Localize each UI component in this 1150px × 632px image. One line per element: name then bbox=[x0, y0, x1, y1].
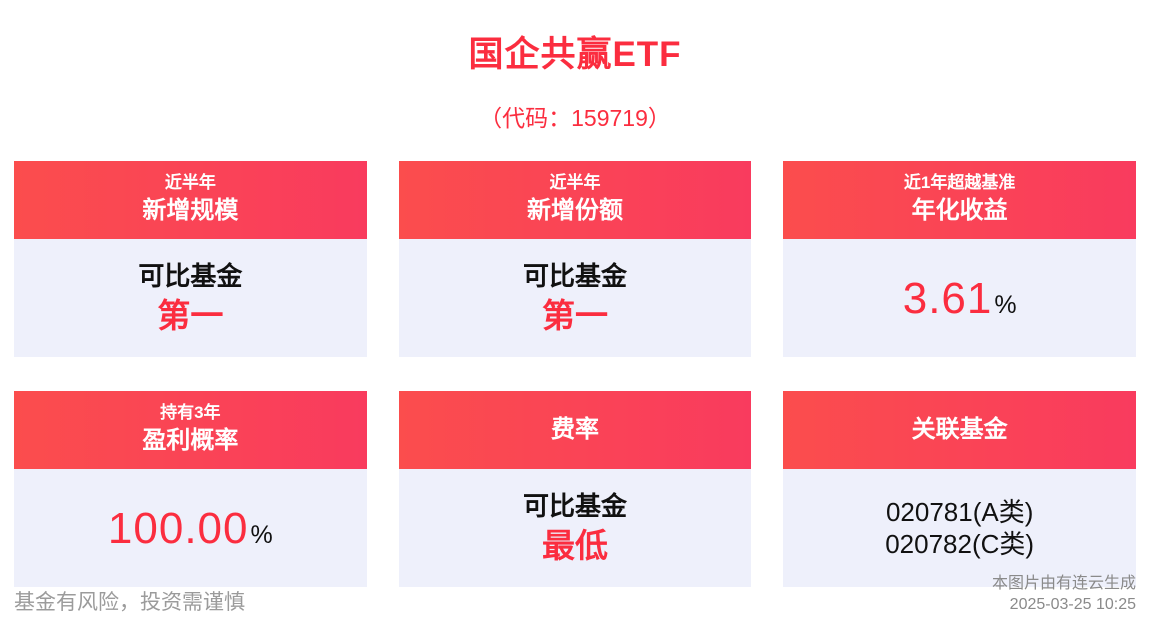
card-new-shares: 近半年 新增份额 可比基金 第一 bbox=[398, 161, 752, 357]
card-header-line1: 持有3年 bbox=[160, 403, 221, 423]
card-header-line2: 盈利概率 bbox=[142, 427, 239, 455]
probability-number: 100.00 bbox=[107, 503, 249, 553]
card-profit-probability-body: 100.00 % bbox=[14, 469, 367, 587]
card-header-title: 关联基金 bbox=[911, 415, 1008, 443]
card-header-line1: 近半年 bbox=[164, 173, 216, 193]
card-header-line2: 新增规模 bbox=[142, 197, 239, 225]
card-annualized-return-header: 近1年超越基准 年化收益 bbox=[783, 161, 1136, 239]
card-profit-probability: 持有3年 盈利概率 100.00 % bbox=[14, 391, 367, 587]
card-header-title: 费率 bbox=[550, 415, 599, 443]
card-profit-probability-header: 持有3年 盈利概率 bbox=[14, 391, 367, 469]
card-new-scale-body: 可比基金 第一 bbox=[14, 239, 367, 357]
card-new-scale: 近半年 新增规模 可比基金 第一 bbox=[14, 161, 367, 357]
generation-credit: 本图片由有连云生成 2025-03-25 10:25 bbox=[992, 574, 1136, 616]
card-annualized-return-body: 3.61 % bbox=[783, 239, 1136, 357]
card-related-funds-header: 关联基金 bbox=[783, 391, 1136, 469]
annualized-return-value: 3.61 % bbox=[903, 271, 1017, 326]
rank-first-text: 第一 bbox=[157, 296, 224, 334]
credit-timestamp: 2025-03-25 10:25 bbox=[1009, 596, 1136, 614]
card-new-shares-header: 近半年 新增份额 bbox=[398, 161, 752, 239]
card-header-line1: 近半年 bbox=[549, 173, 601, 193]
card-header-line1: 近1年超越基准 bbox=[903, 173, 1016, 193]
card-fee-rate-header: 费率 bbox=[398, 391, 752, 469]
related-fund-code-a: 020781(A类) bbox=[885, 496, 1034, 527]
fund-code: （代码：159719） bbox=[479, 105, 671, 131]
card-header-line2: 年化收益 bbox=[911, 197, 1008, 225]
comparable-fund-label: 可比基金 bbox=[522, 491, 627, 522]
return-number: 3.61 bbox=[902, 273, 993, 323]
stats-grid: 近半年 新增规模 可比基金 第一 近半年 新增份额 可比基金 第一 近1年超越基… bbox=[14, 161, 1136, 587]
card-related-funds-body: 020781(A类) 020782(C类) bbox=[783, 469, 1136, 587]
profit-probability-value: 100.00 % bbox=[108, 501, 273, 556]
card-fee-rate: 费率 可比基金 最低 bbox=[398, 391, 752, 587]
risk-disclaimer: 基金有风险，投资需谨慎 bbox=[14, 591, 245, 614]
card-annualized-return: 近1年超越基准 年化收益 3.61 % bbox=[783, 161, 1136, 357]
related-fund-code-c: 020782(C类) bbox=[885, 529, 1035, 559]
credit-source: 本图片由有连云生成 bbox=[991, 575, 1136, 593]
card-new-scale-header: 近半年 新增规模 bbox=[14, 161, 367, 239]
card-header-line2: 新增份额 bbox=[526, 197, 623, 225]
comparable-fund-label: 可比基金 bbox=[138, 261, 243, 292]
card-related-funds: 关联基金 020781(A类) 020782(C类) bbox=[783, 391, 1136, 587]
lowest-fee-text: 最低 bbox=[541, 526, 608, 564]
comparable-fund-label: 可比基金 bbox=[522, 261, 627, 292]
card-fee-rate-body: 可比基金 最低 bbox=[398, 469, 752, 587]
percent-sign: % bbox=[994, 290, 1017, 319]
rank-first-text: 第一 bbox=[541, 296, 608, 334]
footer: 基金有风险，投资需谨慎 本图片由有连云生成 2025-03-25 10:25 bbox=[14, 574, 1136, 616]
page-title: 国企共赢ETF bbox=[468, 35, 682, 74]
card-new-shares-body: 可比基金 第一 bbox=[398, 239, 752, 357]
percent-sign: % bbox=[250, 520, 273, 549]
